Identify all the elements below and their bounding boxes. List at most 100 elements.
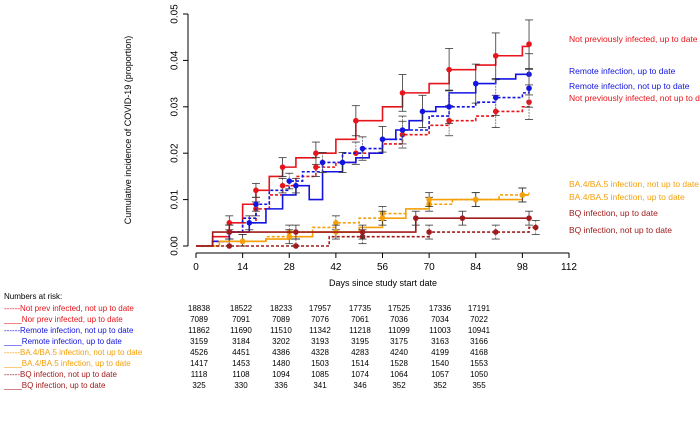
risk-value: 17525 [387,304,411,313]
data-point [419,108,426,115]
y-tick-label: 0.05 [170,4,181,24]
risk-value: 1540 [431,359,449,368]
series-end-label: BA.4/BA.5 infection, up to date [569,192,685,202]
data-point [313,150,319,156]
series-line [196,226,536,247]
risk-value: 3166 [470,337,488,346]
risk-value: 11218 [349,326,371,335]
y-tick-label: 0.01 [170,189,181,209]
risk-value: 4386 [272,348,290,357]
risk-value: 3195 [351,337,369,346]
risk-value: 4199 [431,348,449,357]
risk-value: 11510 [270,326,292,335]
data-point [472,196,479,203]
risk-value: 1417 [190,359,208,368]
risk-value: 4328 [311,348,329,357]
data-point [526,71,532,78]
data-point [353,117,359,124]
data-point [319,159,326,166]
risk-value: 17336 [428,304,452,313]
risk-value: 3193 [311,337,329,346]
data-point [226,229,233,235]
risk-value: 3159 [190,337,208,346]
risk-value: 18522 [229,304,253,313]
risk-value: 1553 [470,359,488,368]
risk-value: 17957 [308,304,332,313]
x-tick-label: 56 [377,262,389,273]
risk-row-label: ------Remote infection, not up to date [4,326,134,335]
risk-value: 352 [433,381,447,390]
risk-value: 11003 [429,326,451,335]
data-point [286,178,293,184]
x-tick-label: 0 [193,262,199,273]
data-point [379,136,386,143]
series-end-label: Remote infection, up to date [569,66,676,76]
y-tick-label: 0.03 [170,97,181,117]
data-point [226,243,233,249]
risk-row-label: ____BQ infection, up to date [4,381,106,390]
risk-value: 336 [274,381,288,390]
data-point [293,243,299,249]
risk-value: 1074 [351,370,369,379]
risk-row-label: ------Not prev infected, not up to date [4,304,134,313]
risk-row-label: ____BA.4/BA.5 infection, up to date [4,359,131,368]
risk-value: 4240 [390,348,408,357]
data-point [446,104,452,110]
risk-value: 11342 [309,326,331,335]
risk-value: 7089 [272,315,290,324]
data-point [313,164,319,170]
data-point [426,229,432,235]
risk-value: 1085 [311,370,329,379]
data-point [492,229,499,235]
risk-value: 7061 [351,315,369,324]
risk-value: 3175 [390,337,408,346]
data-point [459,215,466,221]
incidence-chart: 0 14 28 42 56 70 84 98 112 0.00 0.01 0.02 0.03 0.04 0.… [123,4,700,288]
data-point [426,196,432,203]
data-point [293,182,299,189]
x-tick-label: 84 [470,262,482,273]
risk-value: 11099 [388,326,410,335]
data-point [526,215,532,221]
risk-value: 1503 [311,359,329,368]
data-point [446,66,452,73]
risk-row-label: ------BA.4/BA.5 infection, not up to dat… [4,348,143,357]
risk-value: 4283 [351,348,369,357]
x-tick-label: 28 [284,262,296,273]
risk-value: 1514 [351,359,369,368]
data-point [472,80,479,87]
risk-value: 355 [472,381,486,390]
data-point [492,52,499,59]
series-line [196,102,530,247]
risk-value: 7089 [190,315,208,324]
x-tick-label: 14 [237,262,249,273]
data-point [333,220,339,226]
series-end-label: Remote infection, not up to date [569,81,690,91]
risk-value: 1057 [431,370,449,379]
risk-value: 1064 [390,370,408,379]
x-tick-label: 98 [517,262,529,273]
data-point [279,182,286,189]
data-point [413,215,419,221]
y-tick-label: 0.02 [170,143,181,163]
data-point [526,85,532,92]
data-point [399,90,406,96]
data-point [253,201,259,208]
y-tick-label: 0.00 [170,236,181,256]
data-point [399,127,406,133]
risk-value: 7076 [311,315,329,324]
risk-value: 11690 [230,326,252,335]
risk-value: 4168 [470,348,488,357]
risk-value: 3202 [272,337,290,346]
risk-value: 7034 [431,315,449,324]
risk-value: 10941 [467,326,491,335]
risk-row-label: ____Nor prev infected, up to date [4,315,123,324]
risk-value: 4451 [232,348,250,357]
data-point [253,187,259,194]
risk-value: 18838 [187,304,211,313]
risk-value: 18233 [269,304,293,313]
data-point [519,192,526,198]
risk-value: 7091 [232,315,250,324]
y-tick-label: 0.04 [170,50,181,70]
risk-table-title: Numbers at risk: [4,292,63,301]
